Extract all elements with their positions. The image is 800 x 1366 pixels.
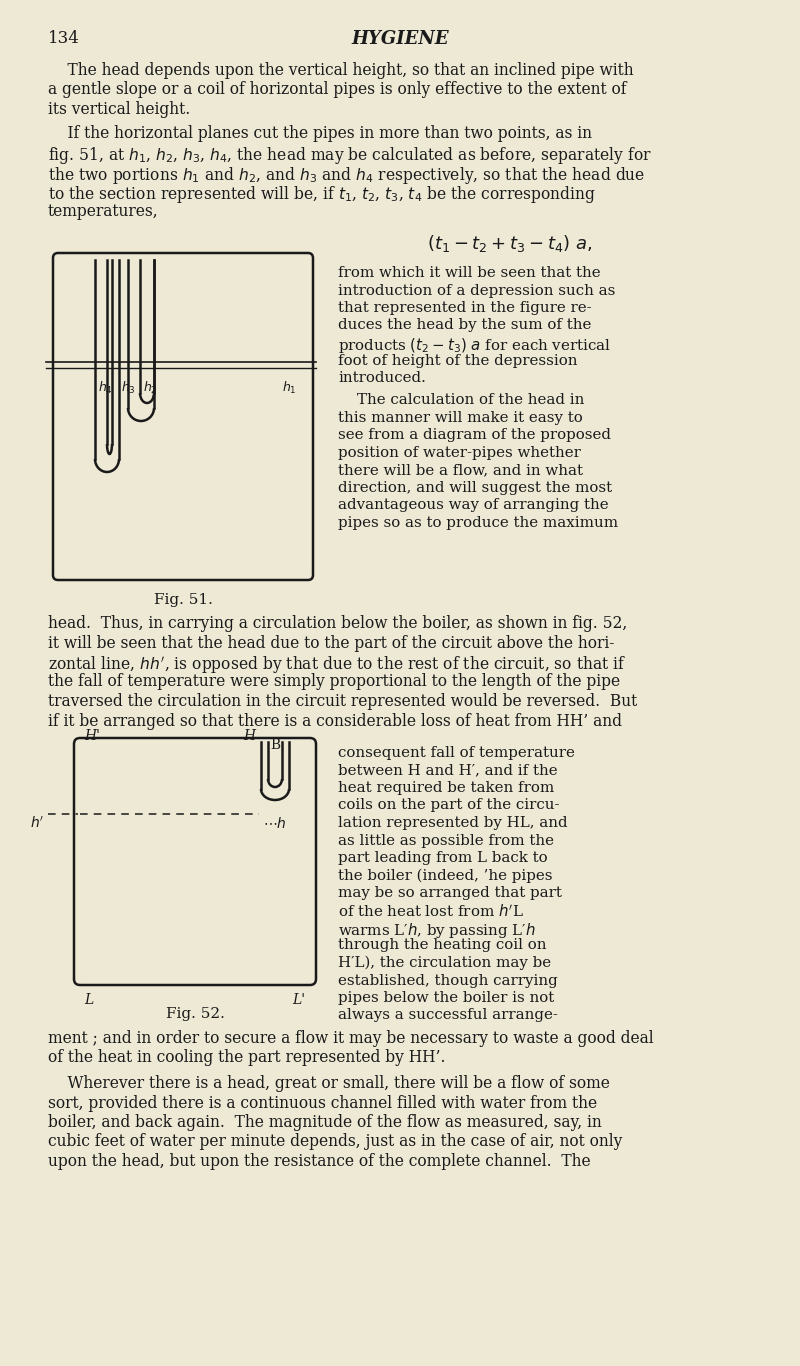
Text: cubic feet of water per minute depends, just as in the case of air, not only: cubic feet of water per minute depends, … [48, 1134, 622, 1150]
Text: The head depends upon the vertical height, so that an inclined pipe with: The head depends upon the vertical heigh… [48, 61, 634, 79]
Text: B: B [270, 738, 280, 753]
Text: always a successful arrange-: always a successful arrange- [338, 1008, 558, 1023]
Text: of the heat lost from $h'$L: of the heat lost from $h'$L [338, 903, 524, 921]
Text: a gentle slope or a coil of horizontal pipes is only effective to the extent of: a gentle slope or a coil of horizontal p… [48, 82, 626, 98]
Text: H': H' [84, 729, 100, 743]
Text: this manner will make it easy to: this manner will make it easy to [338, 411, 582, 425]
Text: established, though carrying: established, though carrying [338, 974, 558, 988]
Text: traversed the circulation in the circuit represented would be reversed.  But: traversed the circulation in the circuit… [48, 693, 638, 710]
Text: foot of height of the depression: foot of height of the depression [338, 354, 578, 367]
Text: position of water-pipes whether: position of water-pipes whether [338, 447, 581, 460]
Text: from which it will be seen that the: from which it will be seen that the [338, 266, 601, 280]
Text: L: L [84, 993, 94, 1007]
Text: that represented in the figure re-: that represented in the figure re- [338, 301, 592, 316]
Text: Wherever there is a head, great or small, there will be a flow of some: Wherever there is a head, great or small… [48, 1075, 610, 1091]
Text: H: H [243, 729, 255, 743]
Text: between H and H′, and if the: between H and H′, and if the [338, 764, 558, 777]
Text: $h_4$: $h_4$ [98, 380, 113, 396]
Text: ment ; and in order to secure a flow it may be necessary to waste a good deal: ment ; and in order to secure a flow it … [48, 1030, 654, 1046]
Text: to the section represented will be, if $t_1$, $t_2$, $t_3$, $t_4$ be the corresp: to the section represented will be, if $… [48, 184, 596, 205]
Text: L': L' [292, 993, 305, 1007]
Text: $h_1$: $h_1$ [282, 380, 297, 396]
Text: there will be a flow, and in what: there will be a flow, and in what [338, 463, 583, 478]
Text: warms L′$h$, by passing L′$h$: warms L′$h$, by passing L′$h$ [338, 921, 535, 940]
Text: the fall of temperature were simply proportional to the length of the pipe: the fall of temperature were simply prop… [48, 673, 620, 690]
Text: its vertical height.: its vertical height. [48, 101, 190, 117]
Text: boiler, and back again.  The magnitude of the flow as measured, say, in: boiler, and back again. The magnitude of… [48, 1115, 602, 1131]
Text: consequent fall of temperature: consequent fall of temperature [338, 746, 575, 759]
Text: HYGIENE: HYGIENE [351, 30, 449, 48]
Text: introduction of a depression such as: introduction of a depression such as [338, 284, 615, 298]
Text: pipes so as to produce the maximum: pipes so as to produce the maximum [338, 516, 618, 530]
Text: pipes below the boiler is not: pipes below the boiler is not [338, 990, 554, 1005]
Text: fig. 51, at $h_1$, $h_2$, $h_3$, $h_4$, the head may be calculated as before, se: fig. 51, at $h_1$, $h_2$, $h_3$, $h_4$, … [48, 145, 652, 167]
Text: $h_2$: $h_2$ [143, 380, 158, 396]
Text: sort, provided there is a continuous channel filled with water from the: sort, provided there is a continuous cha… [48, 1094, 597, 1112]
Text: the two portions $h_1$ and $h_2$, and $h_3$ and $h_4$ respectively, so that the : the two portions $h_1$ and $h_2$, and $h… [48, 164, 646, 186]
Text: through the heating coil on: through the heating coil on [338, 938, 546, 952]
Text: upon the head, but upon the resistance of the complete channel.  The: upon the head, but upon the resistance o… [48, 1153, 590, 1171]
Text: direction, and will suggest the most: direction, and will suggest the most [338, 481, 612, 494]
Text: products $(t_2 - t_3)$ $a$ for each vertical: products $(t_2 - t_3)$ $a$ for each vert… [338, 336, 611, 355]
Text: may be so arranged that part: may be so arranged that part [338, 887, 562, 900]
Text: $\cdots h$: $\cdots h$ [263, 816, 286, 831]
Text: of the heat in cooling the part represented by HH’.: of the heat in cooling the part represen… [48, 1049, 446, 1067]
Text: part leading from L back to: part leading from L back to [338, 851, 548, 865]
Text: head.  Thus, in carrying a circulation below the boiler, as shown in fig. 52,: head. Thus, in carrying a circulation be… [48, 615, 627, 632]
Text: The calculation of the head in: The calculation of the head in [338, 393, 584, 407]
Text: temperatures,: temperatures, [48, 204, 158, 220]
Text: introduced.: introduced. [338, 372, 426, 385]
Text: 134: 134 [48, 30, 80, 46]
Text: zontal line, $hh'$, is opposed by that due to the rest of the circuit, so that i: zontal line, $hh'$, is opposed by that d… [48, 654, 626, 675]
Text: see from a diagram of the proposed: see from a diagram of the proposed [338, 429, 611, 443]
Text: coils on the part of the circu-: coils on the part of the circu- [338, 799, 559, 813]
Text: H′L), the circulation may be: H′L), the circulation may be [338, 956, 551, 970]
Text: Fig. 52.: Fig. 52. [166, 1007, 225, 1020]
Text: $h'$: $h'$ [30, 816, 44, 831]
Text: If the horizontal planes cut the pipes in more than two points, as in: If the horizontal planes cut the pipes i… [48, 126, 592, 142]
Text: advantageous way of arranging the: advantageous way of arranging the [338, 499, 609, 512]
Text: heat required be taken from: heat required be taken from [338, 781, 554, 795]
Text: if it be arranged so that there is a considerable loss of heat from HH’ and: if it be arranged so that there is a con… [48, 713, 622, 729]
Text: $(t_1 - t_2 + t_3 - t_4)\ a,$: $(t_1 - t_2 + t_3 - t_4)\ a,$ [427, 234, 593, 254]
Text: $h_3$: $h_3$ [121, 380, 136, 396]
Text: Fig. 51.: Fig. 51. [154, 593, 213, 607]
Text: the boiler (indeed, ’he pipes: the boiler (indeed, ’he pipes [338, 869, 553, 882]
Text: it will be seen that the head due to the part of the circuit above the hori-: it will be seen that the head due to the… [48, 634, 614, 652]
Text: duces the head by the sum of the: duces the head by the sum of the [338, 318, 591, 332]
Text: as little as possible from the: as little as possible from the [338, 833, 554, 847]
Text: lation represented by HL, and: lation represented by HL, and [338, 816, 568, 831]
